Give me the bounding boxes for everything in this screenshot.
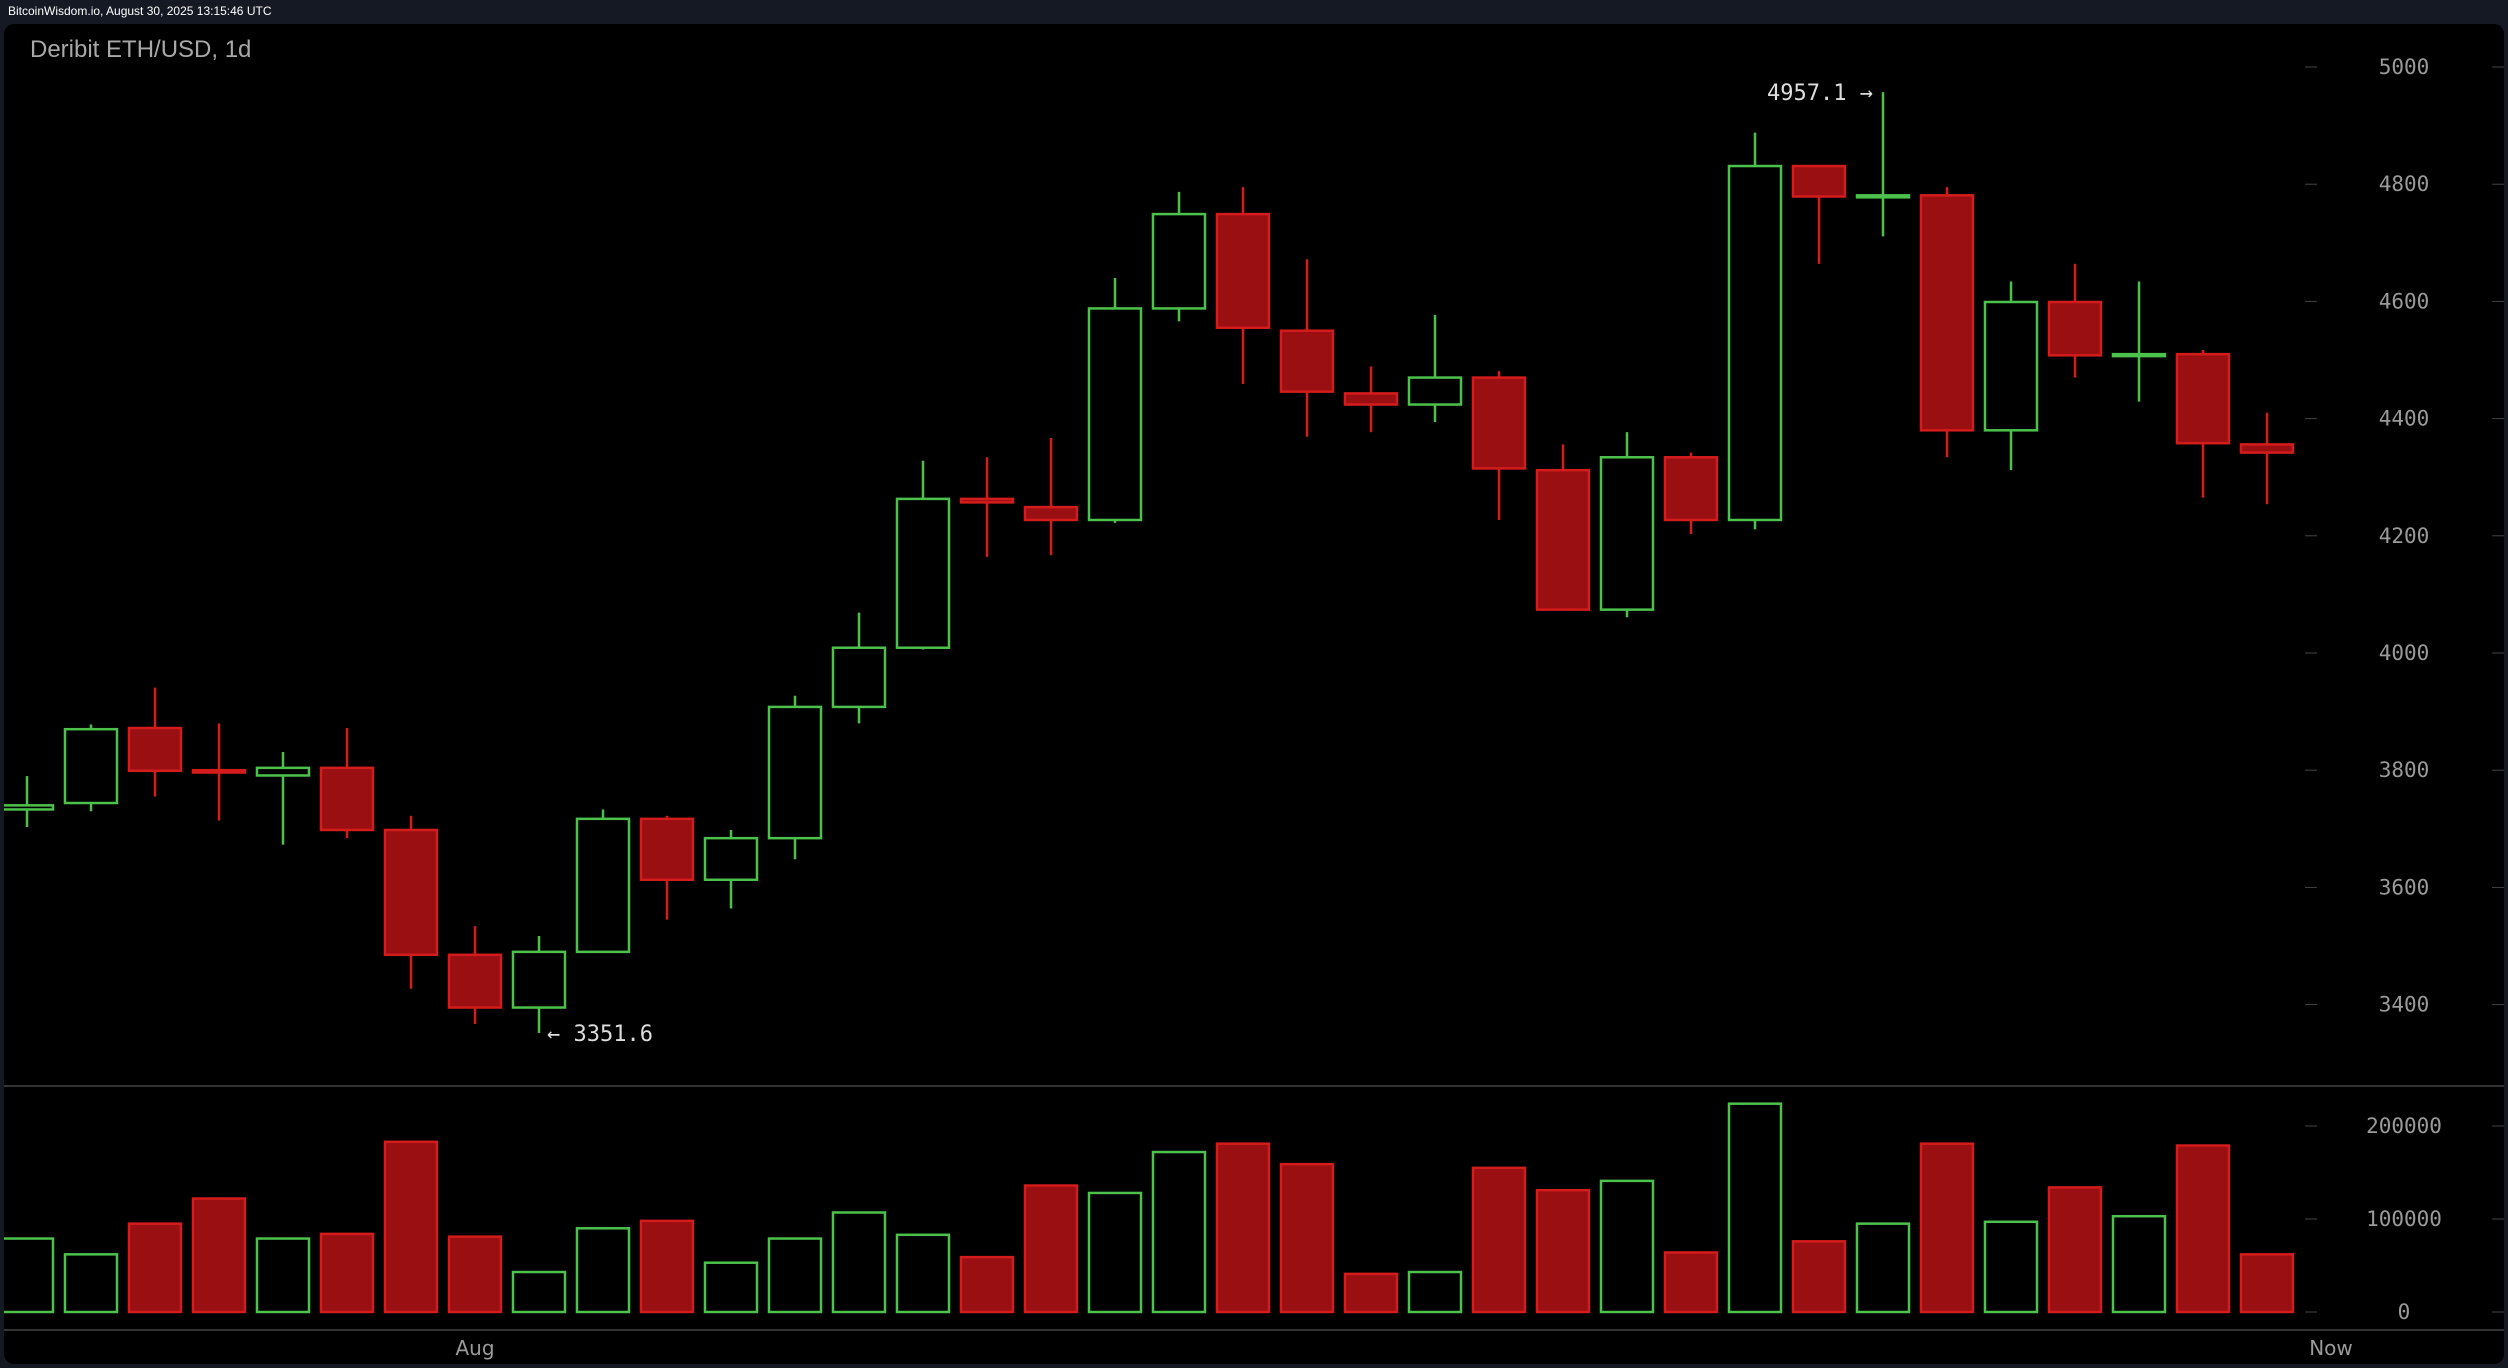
volume-bar-up — [4, 1237, 55, 1314]
price-tick-label: 4800 — [2379, 172, 2430, 196]
price-tick-label: 3800 — [2379, 758, 2430, 782]
volume-bar-down — [1343, 1272, 1399, 1314]
volume-bar-down — [639, 1219, 695, 1314]
candle-body-down — [1791, 164, 1847, 198]
candle-body-up — [1727, 164, 1783, 522]
source-timestamp: BitcoinWisdom.io, August 30, 2025 13:15:… — [8, 4, 272, 18]
candle-body-down — [1663, 456, 1719, 522]
volume-bar-down — [2175, 1144, 2231, 1314]
x-axis-label: Aug — [455, 1336, 494, 1360]
volume-bar-down — [1791, 1240, 1847, 1314]
candle-body-up — [4, 804, 55, 811]
volume-bar-up — [511, 1270, 567, 1314]
volume-bar-up — [703, 1261, 759, 1314]
volume-bar-down — [1663, 1251, 1719, 1314]
candle-body-up — [63, 727, 119, 805]
chart-panel: 3400 3600 3800 4000 4200 4400 4600 4800 5000 0 100… — [4, 24, 2504, 1364]
volume-bar-up — [63, 1253, 119, 1314]
candle-body-up — [511, 950, 567, 1009]
candle-body-down — [383, 828, 439, 957]
volume-bar-down — [1023, 1184, 1079, 1314]
volume-bar-up — [895, 1233, 951, 1314]
volume-bar-down — [1919, 1142, 1975, 1314]
candle-body-up — [1855, 194, 1911, 199]
candlestick-chart: 3400 3600 3800 4000 4200 4400 4600 4800 5000 0 100… — [4, 55, 2504, 1360]
volume-bar-down — [383, 1140, 439, 1314]
price-tick-label: 3400 — [2379, 993, 2430, 1017]
candle-body-down — [127, 726, 183, 773]
volume-bar-up — [1855, 1222, 1911, 1314]
price-tick-label: 3600 — [2379, 875, 2430, 899]
candle-body-up — [575, 817, 631, 954]
candle-body-up — [703, 836, 759, 882]
volume-bar-down — [1215, 1142, 1271, 1314]
candle-body-down — [1279, 329, 1335, 393]
volume-bar-down — [1471, 1166, 1527, 1314]
candle-body-down — [191, 768, 247, 774]
price-tick-label: 5000 — [2379, 55, 2430, 79]
candle-body-down — [1023, 505, 1079, 522]
volume-bar-up — [1727, 1102, 1783, 1314]
x-axis-label: Now — [2309, 1336, 2353, 1360]
candle-body-down — [319, 766, 375, 832]
price-tick-label: 4200 — [2379, 524, 2430, 548]
volume-bar-up — [2111, 1214, 2167, 1314]
candle-body-up — [831, 646, 887, 709]
candle-body-up — [895, 497, 951, 649]
price-tick-label: 4400 — [2379, 407, 2430, 431]
candle-body-down — [959, 497, 1015, 504]
low-annotation: ← 3351.6 — [547, 1022, 653, 1047]
candle-body-down — [2239, 443, 2295, 454]
volume-bar-up — [575, 1227, 631, 1314]
volume-bar-down — [959, 1255, 1015, 1314]
volume-tick-label: 100000 — [2366, 1207, 2442, 1231]
candle-body-down — [1471, 376, 1527, 470]
candle-body-up — [1151, 212, 1207, 310]
volume-bar-up — [831, 1211, 887, 1314]
candle-body-down — [639, 817, 695, 882]
candle-body-down — [2047, 300, 2103, 357]
volume-bar-up — [1407, 1270, 1463, 1314]
volume-tick-label: 200000 — [2366, 1114, 2442, 1138]
volume-bar-up — [1151, 1150, 1207, 1314]
candle-body-down — [1919, 194, 1975, 432]
candle-body-up — [1983, 300, 2039, 432]
chart-title: Deribit ETH/USD, 1d — [30, 36, 252, 63]
volume-bar-up — [1983, 1220, 2039, 1314]
candle-body-up — [255, 766, 311, 777]
candle-body-down — [447, 953, 503, 1009]
candle-body-up — [2111, 352, 2167, 358]
candle-body-down — [1535, 468, 1591, 611]
candle-body-up — [1407, 376, 1463, 406]
candle-body-down — [1343, 392, 1399, 406]
volume-bar-down — [1279, 1162, 1335, 1314]
volume-bar-down — [447, 1235, 503, 1314]
price-tick-label: 4000 — [2379, 641, 2430, 665]
volume-bar-down — [319, 1232, 375, 1314]
volume-bar-up — [1087, 1191, 1143, 1314]
volume-bar-up — [767, 1237, 823, 1314]
volume-bar-up — [1599, 1179, 1655, 1314]
volume-bar-down — [127, 1222, 183, 1314]
price-tick-label: 4600 — [2379, 289, 2430, 313]
volume-tick-label: 0 — [2398, 1300, 2411, 1324]
volume-bar-down — [191, 1197, 247, 1314]
volume-bar-down — [2047, 1186, 2103, 1314]
volume-bar-up — [255, 1237, 311, 1314]
volume-bar-down — [1535, 1188, 1591, 1314]
candle-body-up — [1087, 307, 1143, 522]
candle-body-up — [767, 705, 823, 840]
candle-body-up — [1599, 456, 1655, 611]
candle-body-down — [2175, 352, 2231, 445]
candle-body-down — [1215, 212, 1271, 330]
high-annotation: 4957.1 → — [1767, 81, 1873, 106]
volume-bar-down — [2239, 1253, 2295, 1314]
